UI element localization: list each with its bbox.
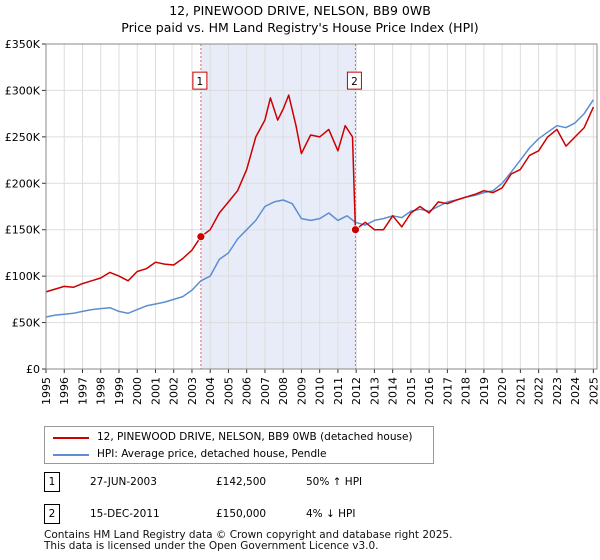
x-tick-label: 2003 bbox=[186, 377, 199, 405]
x-tick-label: 2010 bbox=[314, 377, 327, 405]
sale-price-1: £142,500 bbox=[216, 476, 267, 488]
series-property-line bbox=[45, 94, 595, 293]
x-tick-label: 2016 bbox=[423, 377, 436, 405]
y-tick-label: £350K bbox=[5, 38, 41, 51]
x-tick-label: 2018 bbox=[460, 377, 473, 405]
y-tick-label: £250K bbox=[5, 131, 41, 144]
x-tick-label: 2009 bbox=[295, 377, 308, 405]
x-tick-label: 2021 bbox=[514, 377, 527, 405]
y-tick-label: £0 bbox=[26, 363, 40, 376]
chart-title: 12, PINEWOOD DRIVE, NELSON, BB9 0WB Pric… bbox=[0, 2, 600, 36]
price-chart: £0 £50K £100K £150K £200K £250K £300K £350K 1995… bbox=[5, 38, 600, 405]
x-tick-label: 1996 bbox=[58, 377, 71, 405]
y-tick-label: £100K bbox=[5, 270, 41, 283]
series-hpi-line bbox=[45, 99, 595, 318]
sale-date-2: 15-DEC-2011 bbox=[90, 508, 160, 520]
sale-price-2: £150,000 bbox=[216, 508, 267, 520]
x-tick-label: 2007 bbox=[259, 377, 272, 405]
y-tick-label: £50K bbox=[12, 317, 41, 330]
x-tick-label: 2011 bbox=[332, 377, 345, 405]
x-tick-label: 1999 bbox=[113, 377, 126, 405]
sale-badge-1: 1 bbox=[44, 472, 60, 492]
footer-line1: Contains HM Land Registry data © Crown c… bbox=[44, 529, 453, 541]
sale-2-label-box bbox=[346, 71, 362, 90]
x-tick-label: 2008 bbox=[277, 377, 290, 405]
x-tick-label: 2006 bbox=[241, 377, 254, 405]
x-tick-label: 2001 bbox=[149, 377, 162, 405]
x-tick-label: 2005 bbox=[222, 377, 235, 405]
x-tick-label: 2012 bbox=[350, 377, 363, 405]
sale-2-point bbox=[351, 225, 360, 235]
y-tick-label: £200K bbox=[5, 177, 41, 190]
legend-swatch-property bbox=[53, 437, 89, 439]
x-tick-label: 2000 bbox=[131, 377, 144, 405]
x-tick-label: 2023 bbox=[551, 377, 564, 405]
legend-label-property: 12, PINEWOOD DRIVE, NELSON, BB9 0WB (det… bbox=[97, 431, 413, 443]
legend-label-hpi: HPI: Average price, detached house, Pend… bbox=[97, 448, 327, 460]
y-tick-label: £300K bbox=[5, 84, 41, 97]
x-tick-label: 2004 bbox=[204, 377, 217, 405]
x-tick-label: 2025 bbox=[587, 377, 600, 405]
sale-hpi-2: 4% ↓ HPI bbox=[306, 508, 356, 520]
sale-hpi-1: 50% ↑ HPI bbox=[306, 476, 363, 488]
x-tick-label: 2020 bbox=[496, 377, 509, 405]
footer-line2: This data is licensed under the Open Gov… bbox=[44, 540, 379, 552]
x-tick-label: 2013 bbox=[368, 377, 381, 405]
x-tick-label: 2014 bbox=[387, 377, 400, 405]
legend-swatch-hpi bbox=[53, 454, 89, 456]
x-tick-label: 2019 bbox=[478, 377, 491, 405]
x-tick-label: 2002 bbox=[168, 377, 181, 405]
sale-2-label: 2 bbox=[351, 76, 358, 88]
x-tick-label: 1998 bbox=[95, 377, 108, 405]
x-tick-label: 1997 bbox=[76, 377, 89, 405]
sale-date-1: 27-JUN-2003 bbox=[90, 476, 157, 488]
x-tick-label: 2024 bbox=[569, 377, 582, 405]
x-tick-label: 2015 bbox=[405, 377, 418, 405]
chart-title-line1: 12, PINEWOOD DRIVE, NELSON, BB9 0WB bbox=[169, 3, 431, 18]
footer: Contains HM Land Registry data © Crown c… bbox=[44, 530, 452, 552]
sale-badge-2: 2 bbox=[44, 504, 60, 524]
plot-frame bbox=[45, 43, 598, 370]
shaded-ownership-region bbox=[200, 44, 356, 369]
chart-title-line2: Price paid vs. HM Land Registry's House … bbox=[121, 20, 479, 35]
sale-1-point bbox=[196, 232, 206, 242]
x-tick-label: 2017 bbox=[441, 377, 454, 405]
legend: 12, PINEWOOD DRIVE, NELSON, BB9 0WB (det… bbox=[44, 426, 434, 464]
y-tick-label: £150K bbox=[5, 224, 41, 237]
x-tick-label: 2022 bbox=[533, 377, 546, 405]
x-tick-label: 1995 bbox=[40, 377, 53, 405]
sale-1-label: 1 bbox=[197, 76, 204, 88]
sale-1-label-box bbox=[192, 71, 208, 90]
